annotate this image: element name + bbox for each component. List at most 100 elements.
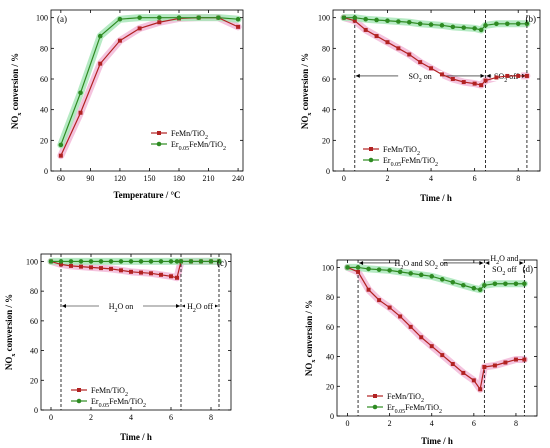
annotation: H2O on — [62, 301, 180, 314]
y-tick-label: 60 — [40, 75, 48, 84]
data-point — [418, 272, 424, 278]
data-point — [461, 282, 466, 288]
data-point — [505, 73, 510, 78]
data-point — [524, 21, 530, 27]
x-tick-label: 4 — [129, 413, 133, 422]
annotation-bg — [185, 301, 215, 311]
data-point — [352, 15, 358, 20]
data-point — [363, 16, 368, 22]
data-point — [137, 26, 142, 31]
data-point — [503, 360, 508, 365]
legend-entry: Er0.05FeMn/TiO2 — [171, 140, 226, 152]
data-point — [419, 335, 424, 340]
data-point — [157, 15, 162, 20]
arrowhead — [176, 304, 180, 308]
data-point — [450, 279, 456, 285]
data-point — [522, 357, 527, 362]
data-point — [494, 21, 499, 27]
data-point — [482, 282, 487, 288]
y-tick-label: 80 — [40, 44, 48, 53]
data-point — [439, 277, 445, 282]
data-point — [88, 259, 94, 264]
data-point — [178, 259, 184, 264]
x-tick-label: 0 — [342, 174, 346, 183]
y-tick-label: 80 — [326, 293, 334, 302]
data-point — [418, 60, 423, 65]
data-point — [477, 287, 483, 293]
data-point — [352, 18, 357, 23]
data-point — [440, 353, 445, 358]
legend-entry: FeMn/TiO2 — [91, 386, 128, 398]
data-point — [524, 73, 529, 78]
data-point — [450, 362, 455, 366]
data-point — [461, 25, 467, 30]
data-point — [472, 26, 477, 31]
annotation-text: SO2 off — [492, 265, 517, 277]
legend-marker — [76, 398, 82, 404]
data-point — [129, 269, 133, 274]
data-point — [48, 259, 54, 264]
data-point — [408, 324, 413, 329]
x-tick-label: 6 — [472, 419, 476, 428]
data-point — [408, 271, 413, 276]
data-point — [58, 153, 63, 158]
data-point — [429, 344, 434, 349]
data-point — [482, 364, 487, 369]
data-point — [387, 305, 392, 310]
data-point — [472, 81, 477, 86]
legend-entry: FeMn/TiO2 — [387, 392, 424, 404]
data-point — [492, 363, 497, 368]
data-point — [148, 259, 154, 264]
data-point — [461, 80, 466, 85]
data-point — [196, 15, 201, 20]
legend-marker — [372, 404, 378, 410]
data-point — [471, 378, 476, 383]
y-axis-label: NOx conversion / % — [300, 53, 313, 129]
x-tick-label: 0 — [49, 413, 53, 422]
annotation-bg — [489, 252, 520, 273]
data-point — [461, 370, 466, 375]
data-point — [397, 269, 403, 275]
arrowhead — [355, 73, 360, 78]
y-axis-label: NOx conversion / % — [4, 294, 17, 370]
data-point — [492, 281, 498, 287]
y-tick-label: 40 — [30, 347, 38, 356]
data-point — [355, 265, 361, 270]
data-point — [198, 259, 204, 264]
data-point — [119, 268, 123, 273]
data-point — [58, 142, 64, 148]
data-point — [398, 314, 403, 319]
y-tick-label: 0 — [326, 167, 330, 176]
legend-entry: FeMn/TiO2 — [171, 129, 208, 141]
data-point — [396, 46, 401, 51]
data-point — [478, 27, 484, 33]
y-tick-label: 20 — [40, 136, 48, 145]
y-tick-label: 100 — [36, 14, 48, 23]
legend-entry: Er0.05FeMn/TiO2 — [91, 397, 146, 409]
legend-entry: Er0.05FeMn/TiO2 — [387, 403, 442, 415]
series-1 — [341, 15, 530, 33]
y-axis-label: NOx conversion / % — [10, 53, 23, 129]
annotation: H2O and SO2 on — [359, 257, 484, 271]
data-point — [483, 78, 488, 83]
annotation-text: H2O off — [187, 302, 213, 314]
panel-0: 0 20 40 60 80 100 60 90 120 150 180 210 240 (a) Temper… — [10, 9, 244, 200]
data-point — [139, 270, 143, 275]
data-point — [78, 90, 83, 96]
legend-marker — [157, 131, 161, 135]
y-tick-label: 80 — [30, 287, 38, 296]
y-tick-label: 0 — [34, 406, 38, 415]
y-tick-label: 80 — [322, 44, 330, 53]
data-point — [479, 83, 484, 88]
data-point — [439, 23, 445, 28]
series-1 — [58, 15, 241, 148]
x-axis-label: Time / h — [421, 436, 453, 446]
error-bands — [344, 263, 528, 393]
data-point — [366, 266, 371, 272]
data-point — [137, 15, 142, 20]
legend-marker — [369, 147, 373, 151]
